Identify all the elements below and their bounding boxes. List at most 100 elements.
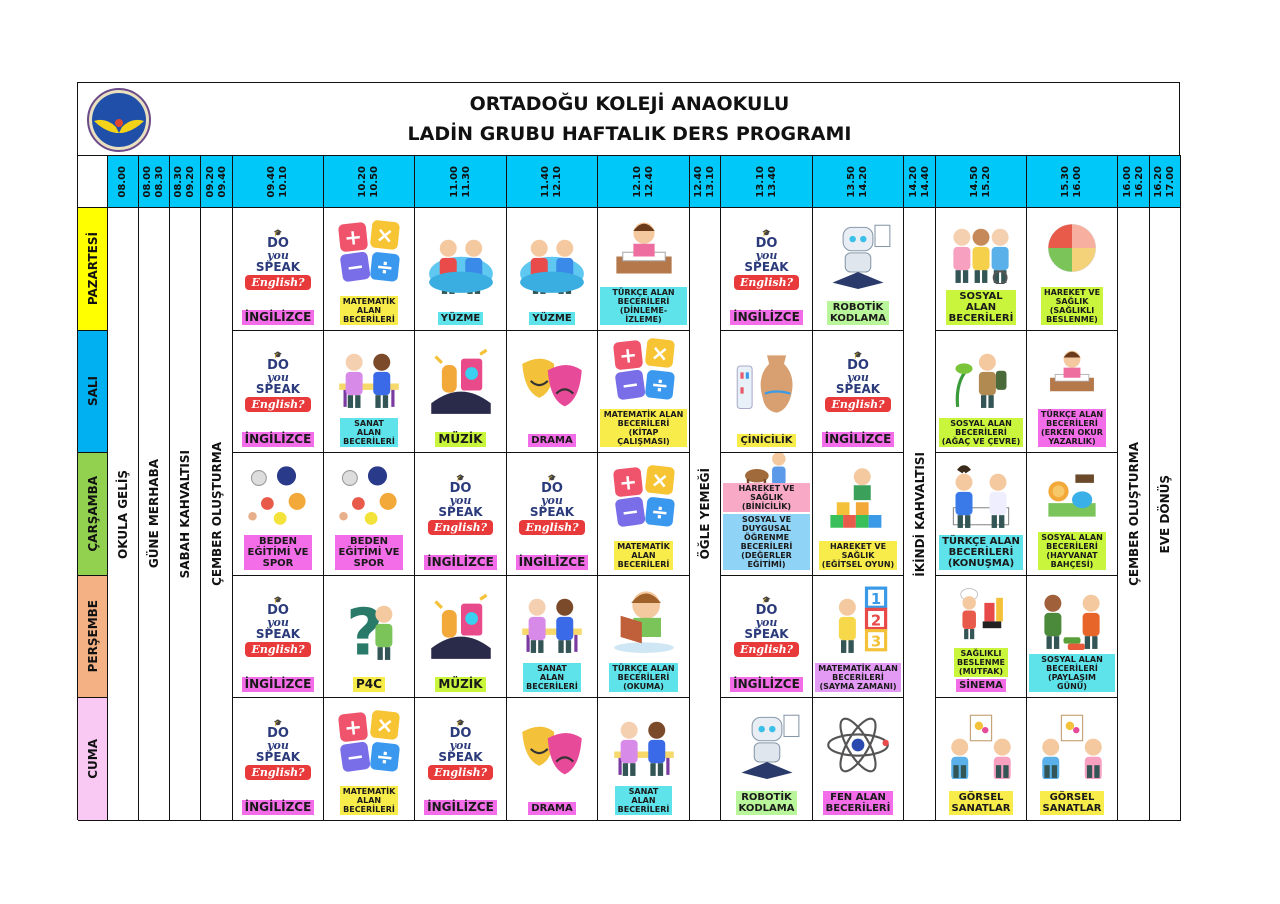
lesson-label: SOSYAL ALAN BECERİLERİ (AĞAÇ VE ÇEVRE) xyxy=(938,418,1024,447)
day-name: SALI xyxy=(85,376,100,407)
lesson-label: SOSYAL ALAN BECERİLERİ (HAYVANAT BAHÇESİ… xyxy=(1038,532,1106,570)
english-icon: 🎓 DO you SPEAK English? xyxy=(235,211,321,308)
art-icon xyxy=(600,701,687,784)
lesson-cell: DRAMA xyxy=(507,331,598,453)
badge-speak: SPEAK xyxy=(255,749,301,764)
swim-icon xyxy=(509,211,595,310)
badge-you: you xyxy=(755,248,778,262)
time-header: 11.40 12.10 xyxy=(507,156,598,208)
art-icon xyxy=(326,334,412,416)
day-label-cell: SALI xyxy=(78,331,108,453)
english-icon: 🎓 DO you SPEAK English? xyxy=(815,334,901,430)
lesson-label: ÇİNİCİLİK xyxy=(737,434,796,447)
lesson-cell: TÜRKÇE ALAN BECERİLERİ (ERKEN OKUR YAZAR… xyxy=(1027,331,1118,453)
lesson-label: MÜZİK xyxy=(435,677,486,692)
fixed-activity-label: İKİNDİ KAHVALTISI xyxy=(912,451,927,577)
english-icon: 🎓 DO you SPEAK English? xyxy=(417,456,504,553)
lesson-label: TÜRKÇE ALAN BECERİLERİ (OKUMA) xyxy=(609,663,678,692)
svg-text:×: × xyxy=(375,712,395,739)
english-icon: 🎓 DO you SPEAK English? xyxy=(723,579,810,675)
time-label: 16.00 16.20 xyxy=(1121,165,1145,198)
day-name: ÇARŞAMBA xyxy=(85,476,100,552)
time-header: 08.00 08.30 xyxy=(139,156,170,208)
badge-do: DO xyxy=(755,235,778,251)
lesson-label: MATEMATİK ALAN BECERİLERİ xyxy=(339,296,399,325)
lesson-label: BEDEN EĞİTİMİ VE SPOR xyxy=(244,535,312,570)
lesson-label: MÜZİK xyxy=(435,432,486,447)
badge-do: DO xyxy=(267,235,289,251)
school-title: ORTADOĞU KOLEJİ ANAOKULU xyxy=(469,93,790,115)
lesson-cell: SOSYAL ALAN BECERİLERİ (AĞAÇ VE ÇEVRE) xyxy=(936,331,1027,453)
english-icon: 🎓 DO you SPEAK English? xyxy=(235,701,321,798)
time-label: 11.00 11.30 xyxy=(448,165,472,198)
badge-speak: SPEAK xyxy=(529,504,575,519)
badge-you: you xyxy=(267,738,289,752)
lesson-label: TÜRKÇE ALAN BECERİLERİ (KONUŞMA) xyxy=(939,535,1023,570)
drama-icon xyxy=(509,334,595,432)
time-header: 16.00 16.20 xyxy=(1118,156,1150,208)
lesson-cell: ROBOTİK KODLAMA xyxy=(721,698,813,821)
badge-do: DO xyxy=(267,725,289,741)
svg-text:÷: ÷ xyxy=(375,254,395,281)
lesson-label: İNGİLİZCE xyxy=(730,677,803,692)
time-label: 08.00 xyxy=(117,165,128,198)
badge-you: you xyxy=(755,616,778,629)
math-icon: + × − ÷ xyxy=(600,456,687,539)
time-label: 15.30 16.00 xyxy=(1060,165,1083,198)
fixed-activity: ÖĞLE YEMEĞİ xyxy=(690,208,721,821)
time-label: 14.20 14.40 xyxy=(907,165,931,198)
time-label: 14.50 15.20 xyxy=(969,165,992,198)
school-logo xyxy=(87,88,151,152)
title-box: ORTADOĞU KOLEJİ ANAOKULU LADİN GRUBU HAF… xyxy=(78,83,1181,156)
lesson-label: İNGİLİZCE xyxy=(730,310,803,325)
time-header: 10.20 10.50 xyxy=(324,156,415,208)
lesson-label: MATEMATİK ALAN BECERİLERİ xyxy=(614,541,673,570)
lesson-cell: BEDEN EĞİTİMİ VE SPOR xyxy=(324,453,415,576)
badge-english: English? xyxy=(245,642,311,657)
writing-icon xyxy=(600,211,687,285)
time-label: 16.20 17.00 xyxy=(1153,165,1176,198)
lesson-cell: + × − ÷ MATEMATİK ALAN BECERİLERİ (KİTAP ÇAL… xyxy=(598,331,690,453)
painting-icon xyxy=(1029,701,1115,789)
chef-icon xyxy=(938,579,1024,646)
svg-text:÷: ÷ xyxy=(375,744,395,771)
robot-icon xyxy=(723,701,810,789)
svg-text:+: + xyxy=(343,224,363,251)
time-label: 12.40 13.10 xyxy=(693,165,716,198)
svg-text:−: − xyxy=(619,372,640,399)
lesson-label: YÜZME xyxy=(437,312,484,325)
program-title: LADİN GRUBU HAFTALIK DERS PROGRAMI xyxy=(407,123,852,145)
fixed-activity: SABAH KAHVALTISI xyxy=(170,208,201,821)
badge-english: English? xyxy=(427,519,494,535)
badge-do: DO xyxy=(541,480,563,496)
svg-text:−: − xyxy=(619,499,640,526)
lesson-cell: 🎓 DO you SPEAK English? İNGİLİZCE xyxy=(233,698,324,821)
lesson-label: P4C xyxy=(353,677,385,692)
lesson-label: SOSYAL ALAN BECERİLERİ xyxy=(945,290,1017,325)
badge-speak: SPEAK xyxy=(835,382,881,396)
badge-english: English? xyxy=(245,274,311,290)
lesson-cell: 1 2 3 MATEMATİK ALAN BECERİLERİ (SAYMA ZAMA… xyxy=(813,576,904,698)
fixed-activity-label: ÇEMBER OLUŞTURMA xyxy=(209,442,224,586)
badge-do: DO xyxy=(267,603,289,618)
lesson-cell: ROBOTİK KODLAMA xyxy=(813,208,904,331)
badge-you: you xyxy=(267,616,289,629)
lesson-cell: MÜZİK xyxy=(415,576,507,698)
fixed-activity-label: ÇEMBER OLUŞTURMA xyxy=(1126,442,1141,586)
lesson-cell: FEN ALAN BECERİLERİ xyxy=(813,698,904,821)
lesson-label: İNGİLİZCE xyxy=(821,432,895,447)
svg-text:÷: ÷ xyxy=(649,499,669,526)
lesson-label: BEDEN EĞİTİMİ VE SPOR xyxy=(335,535,403,570)
time-label: 08.30 09.20 xyxy=(173,165,196,198)
lesson-label: GÖRSEL SANATLAR xyxy=(1039,791,1105,815)
badge-you: you xyxy=(541,493,563,507)
lesson-cell: SOSYAL ALAN BECERİLERİ (PAYLAŞIM GÜNÜ) xyxy=(1027,576,1118,698)
lesson-cell: HAREKET VE SAĞLIK (SAĞLIKLI BESLENME) xyxy=(1027,208,1118,331)
lesson-cell: TÜRKÇE ALAN BECERİLERİ (OKUMA) xyxy=(598,576,690,698)
lesson-label: TÜRKÇE ALAN BECERİLERİ (ERKEN OKUR YAZAR… xyxy=(1037,409,1107,447)
lesson-cell: SANAT ALAN BECERİLERİ xyxy=(507,576,598,698)
badge-english: English? xyxy=(733,642,800,657)
lesson-cell: 🎓 DO you SPEAK English? İNGİLİZCE xyxy=(813,331,904,453)
lesson-label: İNGİLİZCE xyxy=(515,555,589,570)
toys-icon xyxy=(1029,579,1115,652)
